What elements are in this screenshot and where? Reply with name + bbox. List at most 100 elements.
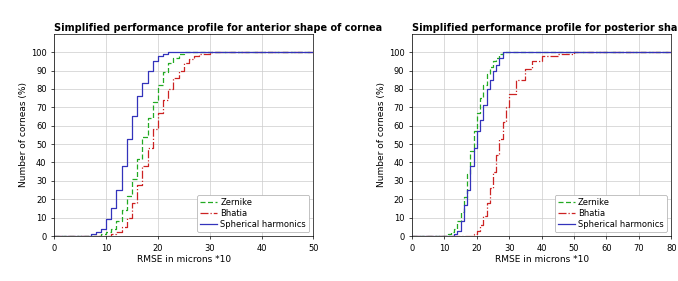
Zernike <box>496 52 504 56</box>
Spherical harmonics <box>97 227 105 230</box>
Bhatia <box>138 164 146 168</box>
Bhatia <box>479 214 487 217</box>
Spherical harmonics <box>483 87 491 90</box>
Bhatia <box>309 50 317 54</box>
Zernike <box>113 220 121 223</box>
Zernike <box>489 60 497 63</box>
Spherical harmonics <box>456 220 464 223</box>
Zernike <box>123 194 131 197</box>
Zernike <box>175 52 183 56</box>
Spherical harmonics <box>469 146 477 149</box>
Spherical harmonics <box>148 60 157 63</box>
Zernike <box>133 157 141 160</box>
Bhatia <box>185 58 193 61</box>
Zernike <box>97 232 105 236</box>
Spherical harmonics <box>496 56 504 59</box>
Bhatia <box>502 106 510 109</box>
Bhatia <box>50 234 58 238</box>
Zernike <box>148 100 157 103</box>
Bhatia <box>232 50 240 54</box>
Spherical harmonics <box>667 50 675 54</box>
Zernike <box>454 220 462 223</box>
Bhatia <box>190 54 198 58</box>
Bhatia <box>159 98 167 102</box>
Zernike <box>180 50 188 54</box>
Zernike <box>469 130 477 133</box>
Zernike <box>154 83 162 87</box>
Zernike <box>521 50 530 54</box>
Zernike <box>117 209 125 212</box>
Zernike <box>164 62 172 65</box>
Spherical harmonics <box>447 234 455 238</box>
Spherical harmonics <box>450 232 458 236</box>
Legend: Zernike, Bhatia, Spherical harmonics: Zernike, Bhatia, Spherical harmonics <box>555 195 667 232</box>
Bhatia <box>554 52 562 56</box>
Bhatia <box>469 232 477 236</box>
Spherical harmonics <box>408 234 416 238</box>
Bhatia <box>498 120 506 124</box>
Text: Simplified performance profile for anterior shape of cornea: Simplified performance profile for anter… <box>54 23 382 33</box>
Zernike <box>440 234 448 238</box>
Spherical harmonics <box>538 50 546 54</box>
Zernike <box>498 50 506 54</box>
Bhatia <box>512 78 520 81</box>
Spherical harmonics <box>454 229 462 232</box>
Spherical harmonics <box>463 188 471 192</box>
Zernike <box>144 117 152 120</box>
Zernike <box>205 50 214 54</box>
Spherical harmonics <box>87 232 95 236</box>
Spherical harmonics <box>113 188 121 192</box>
Spherical harmonics <box>128 115 136 118</box>
Spherical harmonics <box>154 54 162 58</box>
Spherical harmonics <box>492 63 500 67</box>
Zernike <box>92 234 100 238</box>
X-axis label: RMSE in microns *10: RMSE in microns *10 <box>494 255 589 264</box>
Spherical harmonics <box>485 78 494 81</box>
Zernike <box>505 50 513 54</box>
Bhatia <box>144 146 152 149</box>
X-axis label: RMSE in microns *10: RMSE in microns *10 <box>137 255 231 264</box>
Bhatia <box>117 225 125 228</box>
Bhatia <box>107 232 115 236</box>
Bhatia <box>476 223 484 227</box>
Zernike <box>476 96 484 100</box>
Line: Spherical harmonics: Spherical harmonics <box>54 52 313 236</box>
Spherical harmonics <box>521 50 530 54</box>
Spherical harmonics <box>133 95 141 98</box>
Spherical harmonics <box>117 164 125 168</box>
Bhatia <box>505 93 513 96</box>
Bhatia <box>164 87 172 90</box>
Bhatia <box>492 153 500 157</box>
Bhatia <box>102 234 110 238</box>
Spherical harmonics <box>476 119 484 122</box>
Spherical harmonics <box>460 203 468 207</box>
Spherical harmonics <box>473 130 481 133</box>
Bhatia <box>180 62 188 65</box>
Y-axis label: Number of corneas (%): Number of corneas (%) <box>377 82 386 187</box>
Bhatia <box>154 111 162 114</box>
Zernike <box>50 234 58 238</box>
Zernike <box>450 227 458 230</box>
Bhatia <box>408 234 416 238</box>
Bhatia <box>483 201 491 205</box>
Spherical harmonics <box>479 104 487 107</box>
Bhatia <box>496 137 504 140</box>
Spherical harmonics <box>92 231 100 234</box>
Zernike <box>483 72 491 76</box>
Y-axis label: Number of corneas (%): Number of corneas (%) <box>19 82 28 187</box>
Line: Spherical harmonics: Spherical harmonics <box>412 52 671 236</box>
Spherical harmonics <box>107 207 115 210</box>
Bhatia <box>489 170 497 173</box>
Bhatia <box>667 50 675 54</box>
Spherical harmonics <box>489 69 497 72</box>
Spherical harmonics <box>102 218 110 221</box>
Spherical harmonics <box>50 234 58 238</box>
Zernike <box>138 135 146 139</box>
Spherical harmonics <box>164 50 172 54</box>
Bhatia <box>113 231 121 234</box>
Zernike <box>170 56 178 59</box>
Zernike <box>466 150 475 153</box>
Zernike <box>102 231 110 234</box>
Bhatia <box>521 67 530 70</box>
Spherical harmonics <box>498 50 506 54</box>
